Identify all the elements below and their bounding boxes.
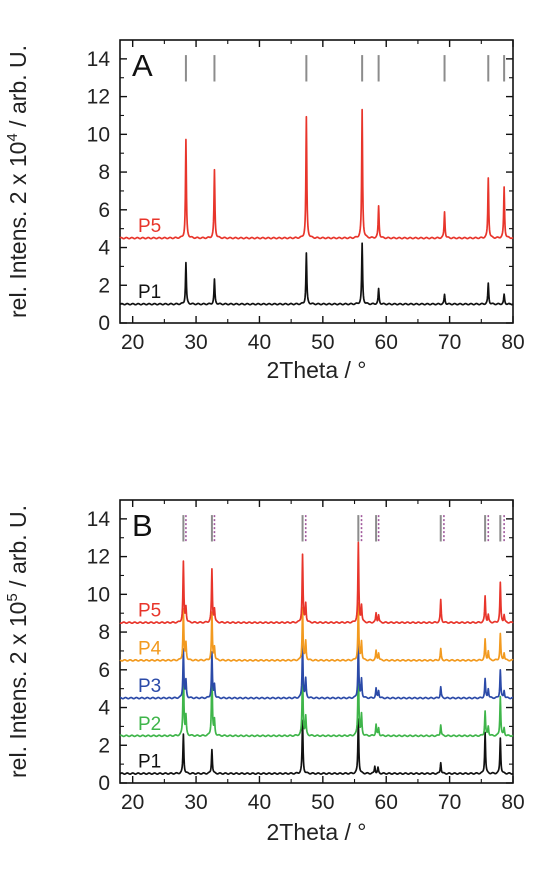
series-label-p4: P4 bbox=[138, 638, 162, 659]
x-axis-title: 2Theta / ° bbox=[267, 357, 367, 383]
x-tick-label: 30 bbox=[184, 331, 207, 354]
series-line-p5 bbox=[119, 108, 514, 240]
y-tick-label: 0 bbox=[98, 312, 110, 335]
series-label-p3: P3 bbox=[138, 676, 161, 697]
x-tick-label: 20 bbox=[121, 791, 144, 814]
panel-b: 20 30 40 50 60 70 80 0 2 4 6 8 10 12 14 P1 P2 P3 P4 P5 B 2The… bbox=[4, 499, 525, 845]
y-axis-title-suffix: / arb. U. bbox=[5, 505, 31, 593]
x-axis-title: 2Theta / ° bbox=[267, 819, 367, 845]
y-tick-label: 10 bbox=[87, 123, 110, 146]
x-tick-label: 20 bbox=[121, 331, 144, 354]
x-tick-label: 70 bbox=[438, 331, 461, 354]
y-axis-title-prefix: rel. Intens. 2 x 10 bbox=[5, 602, 31, 778]
plot-frame bbox=[119, 39, 514, 324]
series-line-p2 bbox=[119, 659, 514, 738]
y-axis-title-prefix: rel. Intens. 2 x 10 bbox=[5, 142, 31, 318]
series-line-p3 bbox=[119, 640, 514, 700]
x-tick-label: 40 bbox=[248, 331, 271, 354]
panel-letter: A bbox=[132, 48, 153, 83]
panel-a: 20 30 40 50 60 70 80 0 2 4 6 8 10 12 14 P1 P5 A 2Theta / °… bbox=[4, 39, 525, 383]
y-axis-title-exponent: 5 bbox=[4, 593, 21, 601]
series-line-p5 bbox=[119, 541, 514, 625]
y-tick-label: 2 bbox=[98, 734, 110, 757]
y-tick-label: 6 bbox=[98, 659, 110, 682]
y-tick-label: 6 bbox=[98, 199, 110, 222]
series-line-p4 bbox=[119, 602, 514, 662]
y-tick-label: 0 bbox=[98, 772, 110, 795]
series-label-p5: P5 bbox=[138, 216, 161, 237]
y-tick-label: 12 bbox=[87, 86, 110, 109]
y-tick-label: 8 bbox=[98, 621, 110, 644]
y-tick-label: 14 bbox=[87, 48, 111, 71]
x-tick-label: 50 bbox=[311, 791, 334, 814]
x-tick-label: 80 bbox=[501, 331, 524, 354]
y-tick-label: 4 bbox=[98, 697, 110, 720]
y-tick-label: 2 bbox=[98, 274, 110, 297]
x-tick-label: 60 bbox=[375, 331, 398, 354]
y-tick-label: 14 bbox=[87, 508, 111, 531]
x-tick-label: 80 bbox=[501, 791, 524, 814]
x-tick-label: 60 bbox=[375, 791, 398, 814]
series-label-p1: P1 bbox=[138, 282, 161, 303]
y-tick-label: 10 bbox=[87, 583, 110, 606]
series-line-p1 bbox=[119, 242, 514, 306]
y-axis-title: rel. Intens. 2 x 105 / arb. U. bbox=[4, 505, 31, 778]
y-tick-label: 8 bbox=[98, 161, 110, 184]
x-tick-label: 30 bbox=[184, 791, 207, 814]
x-tick-label: 50 bbox=[311, 331, 334, 354]
panel-letter: B bbox=[132, 508, 153, 543]
series-label-p1: P1 bbox=[138, 752, 161, 773]
series-label-p2: P2 bbox=[138, 714, 161, 735]
y-axis-title-suffix: / arb. U. bbox=[5, 45, 31, 133]
y-axis-title-exponent: 4 bbox=[4, 133, 21, 141]
x-tick-label: 70 bbox=[438, 791, 461, 814]
x-tick-label: 40 bbox=[248, 791, 271, 814]
series-line-p1 bbox=[119, 718, 514, 775]
y-tick-label: 12 bbox=[87, 546, 110, 569]
series-label-p5: P5 bbox=[138, 601, 161, 622]
plot-frame bbox=[119, 499, 514, 784]
y-tick-label: 4 bbox=[98, 237, 110, 260]
y-axis-title: rel. Intens. 2 x 104 / arb. U. bbox=[4, 45, 31, 318]
